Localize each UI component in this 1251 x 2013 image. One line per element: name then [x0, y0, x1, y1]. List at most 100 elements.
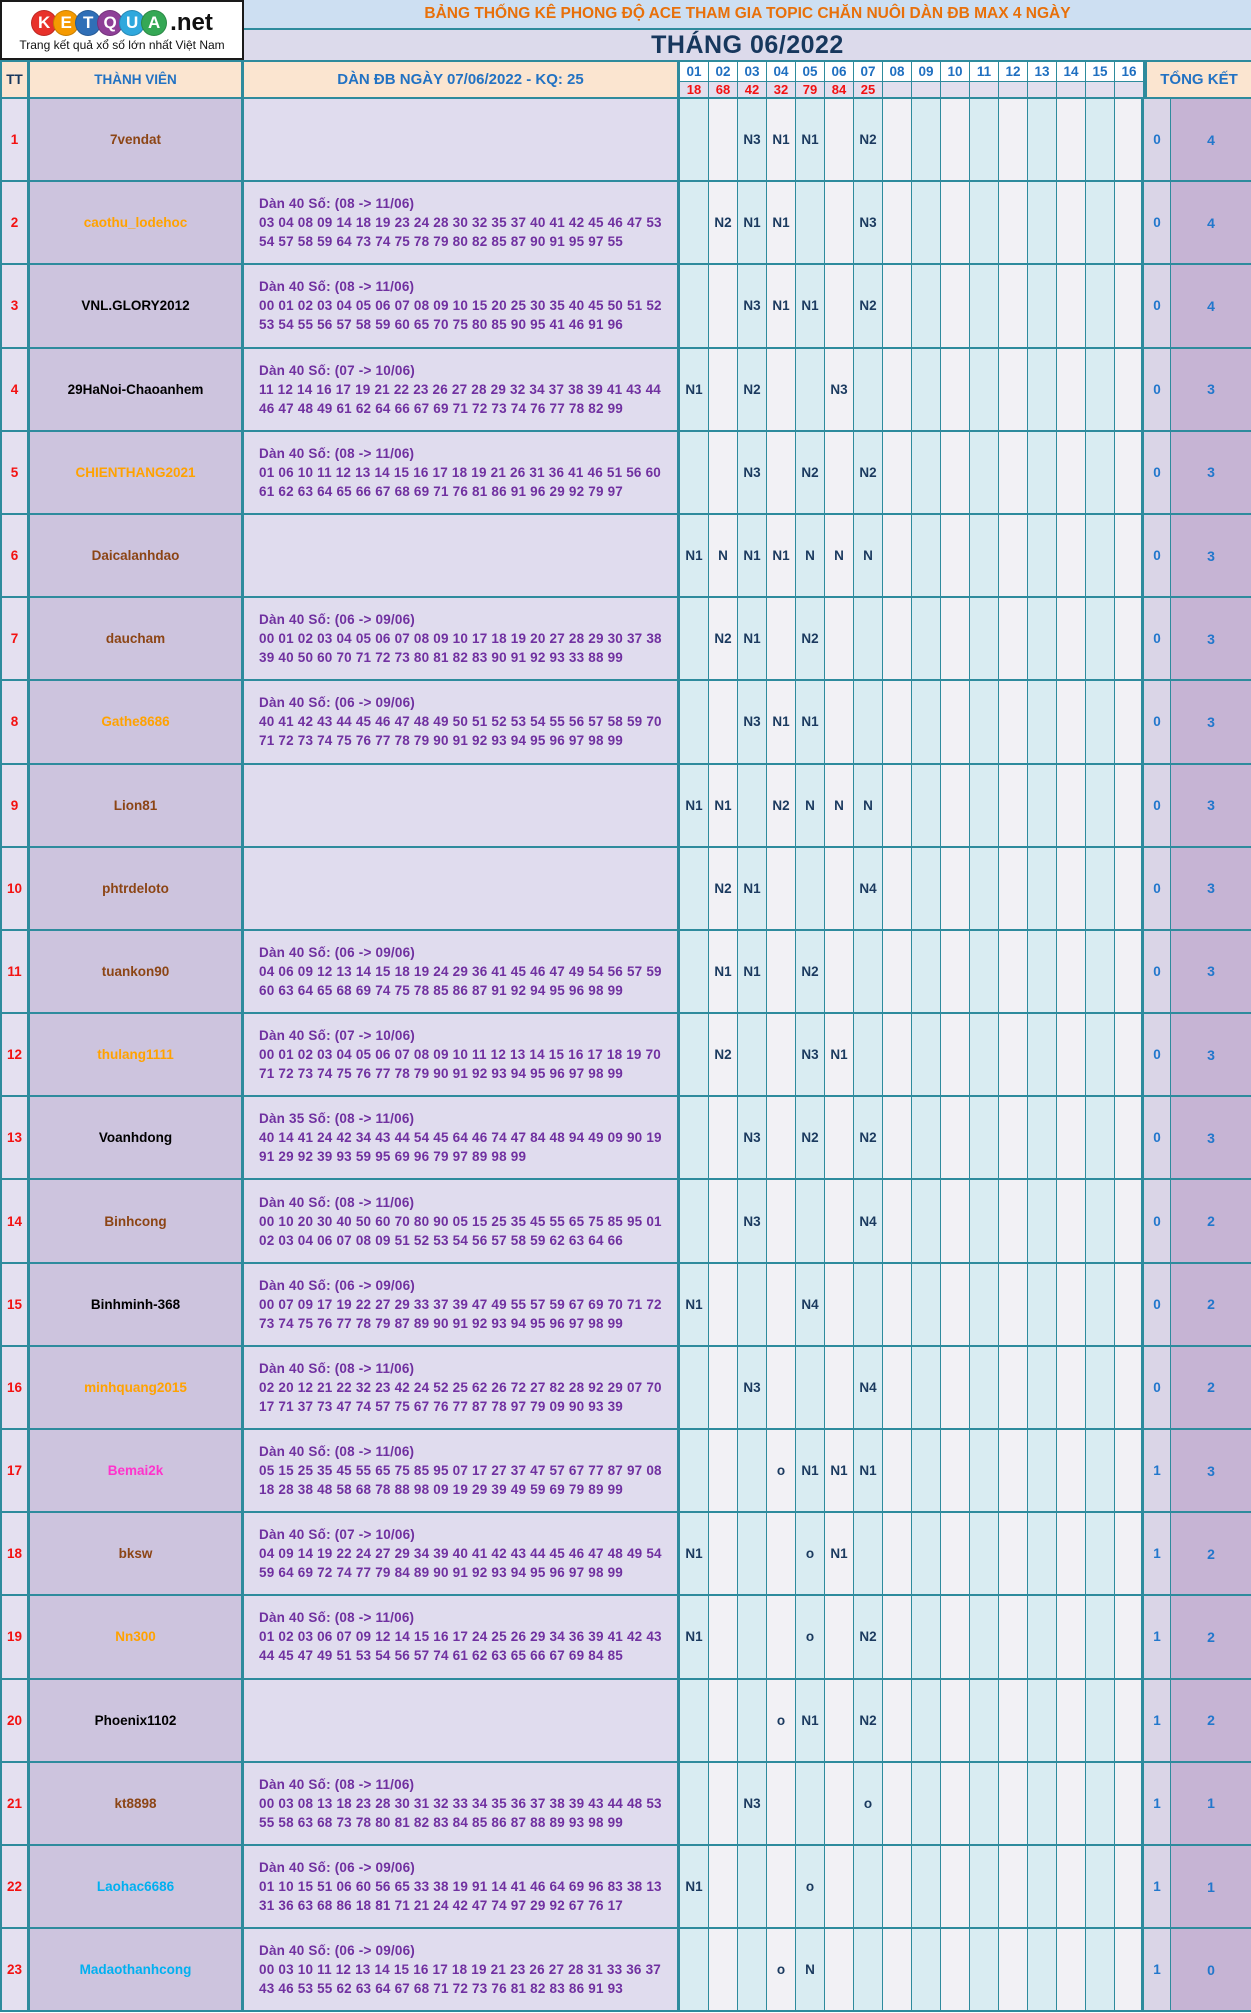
- day-mark-cell: [970, 681, 999, 763]
- day-mark-cell: [767, 1596, 796, 1678]
- day-mark-cell: [1057, 847, 1086, 929]
- day-mark-cell: [1086, 1679, 1115, 1761]
- day-mark-cell: [1057, 1097, 1086, 1179]
- day-mark-cell: [709, 431, 738, 513]
- day-mark-cell: [999, 681, 1028, 763]
- day-mark-cell: N2: [854, 1596, 883, 1678]
- logo-letter-icon: Q: [97, 9, 124, 36]
- day-mark-cell: [709, 1430, 738, 1512]
- day-header: 09: [912, 62, 941, 82]
- day-mark-cell: [1057, 1762, 1086, 1844]
- day-mark-cell: [941, 930, 970, 1013]
- day-mark-cell: [1086, 514, 1115, 597]
- day-mark-cell: [912, 598, 941, 680]
- day-mark-cell: [709, 265, 738, 347]
- day-header: 13: [1028, 62, 1057, 82]
- day-mark-cell: [1086, 431, 1115, 513]
- table-row: 3 VNL.GLORY2012 Dàn 40 Số: (08 -> 11/06) 00…: [0, 265, 1251, 349]
- total-score: 1: [1171, 1845, 1251, 1928]
- day-mark-cell: [1115, 1180, 1144, 1262]
- day-mark-cell: [883, 1762, 912, 1844]
- day-mark-cell: [941, 99, 970, 181]
- day-mark-cell: [912, 182, 941, 264]
- day-mark-cell: N2: [709, 598, 738, 680]
- total-score: 3: [1171, 764, 1251, 846]
- member-name: Voanhdong: [30, 1097, 244, 1179]
- dan-line-2: 59 64 69 72 74 77 79 84 89 90 91 92 93 9…: [259, 1565, 624, 1581]
- table-row: 14 Binhcong Dàn 40 Số: (08 -> 11/06) 00 10 …: [0, 1180, 1251, 1264]
- total-score: 3: [1171, 681, 1251, 763]
- total-score: 2: [1171, 1596, 1251, 1678]
- row-number: 2: [2, 182, 30, 264]
- day-mark-cell: N1: [738, 930, 767, 1013]
- day-mark-cell: [970, 1180, 999, 1262]
- day-mark-cell: N1: [680, 1263, 709, 1345]
- day-mark-cell: [883, 1845, 912, 1928]
- day-header: 01: [680, 62, 709, 82]
- total-o-count: 0: [1144, 348, 1171, 430]
- day-mark-cell: [1057, 1845, 1086, 1928]
- day-mark-cell: [912, 764, 941, 846]
- day-mark-cell: [854, 930, 883, 1013]
- dan-line-2: 61 62 63 64 65 66 67 68 69 71 76 81 86 9…: [259, 483, 624, 499]
- dan-title: Dàn 40 Số: (06 -> 09/06): [259, 612, 415, 628]
- day-mark-cell: N1: [825, 1014, 854, 1096]
- day-result-number: [1086, 82, 1115, 97]
- day-mark-cell: [680, 1097, 709, 1179]
- day-mark-cell: [970, 1097, 999, 1179]
- day-mark-cell: [941, 514, 970, 597]
- member-name: Laohac6686: [30, 1845, 244, 1928]
- day-mark-cell: [1115, 1845, 1144, 1928]
- day-mark-cell: [1115, 1097, 1144, 1179]
- member-name: Madaothanhcong: [30, 1929, 244, 2011]
- day-mark-cell: [1115, 1014, 1144, 1096]
- day-mark-cell: [1057, 99, 1086, 181]
- day-mark-cell: [1115, 1762, 1144, 1844]
- day-mark-cell: [709, 1513, 738, 1595]
- day-mark-cell: N1: [680, 764, 709, 846]
- day-mark-cell: N1: [680, 1596, 709, 1678]
- dan-title: Dàn 40 Số: (06 -> 09/06): [259, 695, 415, 711]
- day-mark-cell: [941, 1513, 970, 1595]
- logo-letter-icon: U: [119, 9, 146, 36]
- day-mark-cell: o: [796, 1513, 825, 1595]
- day-mark-cell: [970, 847, 999, 929]
- day-mark-cell: [796, 182, 825, 264]
- day-mark-cell: [1057, 1679, 1086, 1761]
- day-mark-cell: [883, 681, 912, 763]
- dan-numbers: [244, 764, 680, 846]
- day-mark-cell: N3: [738, 265, 767, 347]
- row-number: 8: [2, 681, 30, 763]
- total-score: 3: [1171, 348, 1251, 430]
- dan-line-1: 00 10 20 30 40 50 60 70 80 90 05 15 25 3…: [259, 1213, 662, 1229]
- day-result-number: [883, 82, 912, 97]
- day-mark-cell: [912, 847, 941, 929]
- dan-line-2: 17 71 37 73 47 74 57 75 67 76 77 87 78 9…: [259, 1398, 624, 1414]
- day-mark-cell: [796, 1346, 825, 1428]
- dan-numbers: Dàn 35 Số: (08 -> 11/06) 40 14 41 24 42 3…: [244, 1097, 680, 1179]
- day-header: 06: [825, 62, 854, 82]
- day-mark-cell: [941, 348, 970, 430]
- day-mark-cell: N: [825, 514, 854, 597]
- day-mark-cell: [912, 348, 941, 430]
- day-mark-cell: [1028, 1513, 1057, 1595]
- day-mark-cell: N2: [796, 431, 825, 513]
- day-mark-cell: [1028, 598, 1057, 680]
- day-mark-cell: [970, 1929, 999, 2011]
- day-mark-cell: [825, 1762, 854, 1844]
- day-mark-cell: [1115, 182, 1144, 264]
- day-mark-cell: [1086, 1430, 1115, 1512]
- day-mark-cell: [1057, 930, 1086, 1013]
- total-score: 2: [1171, 1679, 1251, 1761]
- day-mark-cell: N2: [709, 847, 738, 929]
- day-mark-cell: [1028, 1845, 1057, 1928]
- day-result-number: 68: [709, 82, 738, 97]
- day-mark-cell: [912, 681, 941, 763]
- day-mark-cell: [970, 99, 999, 181]
- day-mark-cell: [1086, 847, 1115, 929]
- day-mark-cell: [767, 348, 796, 430]
- total-o-count: 0: [1144, 265, 1171, 347]
- total-o-count: 1: [1144, 1430, 1171, 1512]
- day-result-number: [1028, 82, 1057, 97]
